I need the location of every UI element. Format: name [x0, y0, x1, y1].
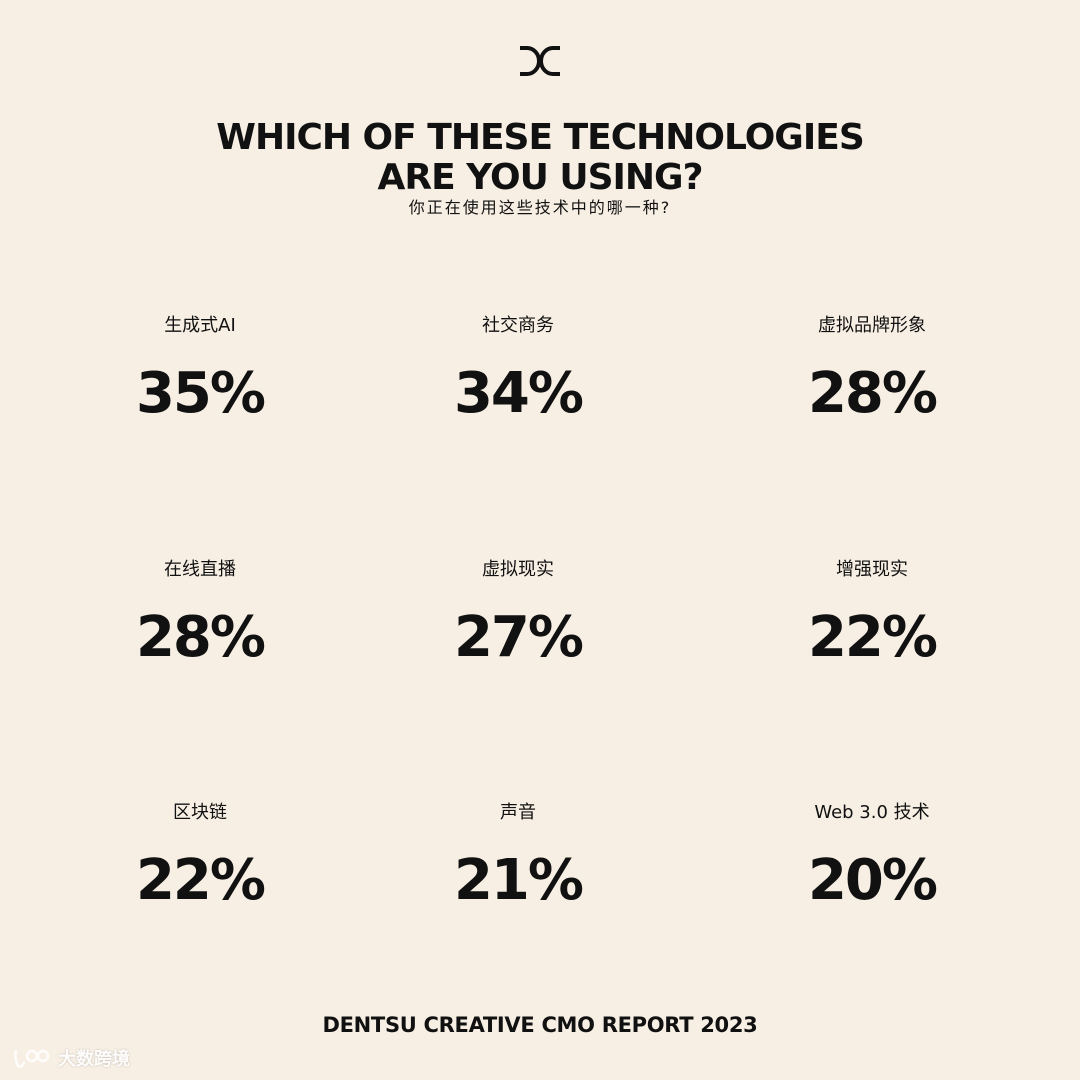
stat-label: 声音 — [500, 802, 536, 823]
report-footer: DENTSU CREATIVE CMO REPORT 2023 — [322, 1013, 758, 1037]
stat-label: 区块链 — [173, 802, 227, 823]
stat-label: 社交商务 — [482, 315, 554, 336]
watermark: 大数跨境 — [12, 1044, 130, 1072]
stat-item: Web 3.0 技术 20% — [722, 801, 1022, 911]
stat-label: 增强现实 — [836, 559, 908, 580]
stat-label: 虚拟现实 — [482, 559, 554, 580]
stat-value: 28% — [135, 605, 266, 670]
stat-value: 20% — [807, 848, 938, 913]
stat-item: 增强现实 22% — [722, 558, 1022, 668]
stat-item: 虚拟现实 27% — [368, 558, 668, 668]
stat-value: 22% — [807, 605, 938, 670]
title-line-2: ARE YOU USING? — [377, 157, 704, 198]
stat-label: 生成式AI — [164, 315, 236, 336]
title-line-1: WHICH OF THESE TECHNOLOGIES — [216, 117, 865, 158]
stat-item: 虚拟品牌形象 28% — [722, 314, 1022, 424]
page-subtitle: 你正在使用这些技术中的哪一种? — [408, 198, 672, 217]
watermark-logo-icon — [14, 1049, 50, 1068]
stat-item: 在线直播 28% — [50, 558, 350, 668]
stat-label: 虚拟品牌形象 — [818, 315, 926, 336]
stat-value: 34% — [453, 361, 584, 426]
stat-value: 27% — [453, 605, 584, 670]
page-title: WHICH OF THESE TECHNOLOGIES ARE YOU USIN… — [0, 118, 1080, 198]
stat-item: 区块链 22% — [50, 801, 350, 911]
stat-value: 22% — [135, 848, 266, 913]
watermark-text: 大数跨境 — [58, 1049, 130, 1070]
stat-value: 28% — [807, 361, 938, 426]
stat-value: 21% — [453, 848, 584, 913]
stat-label: 在线直播 — [164, 559, 236, 580]
stat-value: 35% — [135, 361, 266, 426]
stat-item: 声音 21% — [368, 801, 668, 911]
stat-item: 社交商务 34% — [368, 314, 668, 424]
stat-label: Web 3.0 技术 — [814, 802, 930, 823]
dc-logo-icon — [520, 46, 560, 76]
stat-item: 生成式AI 35% — [50, 314, 350, 424]
